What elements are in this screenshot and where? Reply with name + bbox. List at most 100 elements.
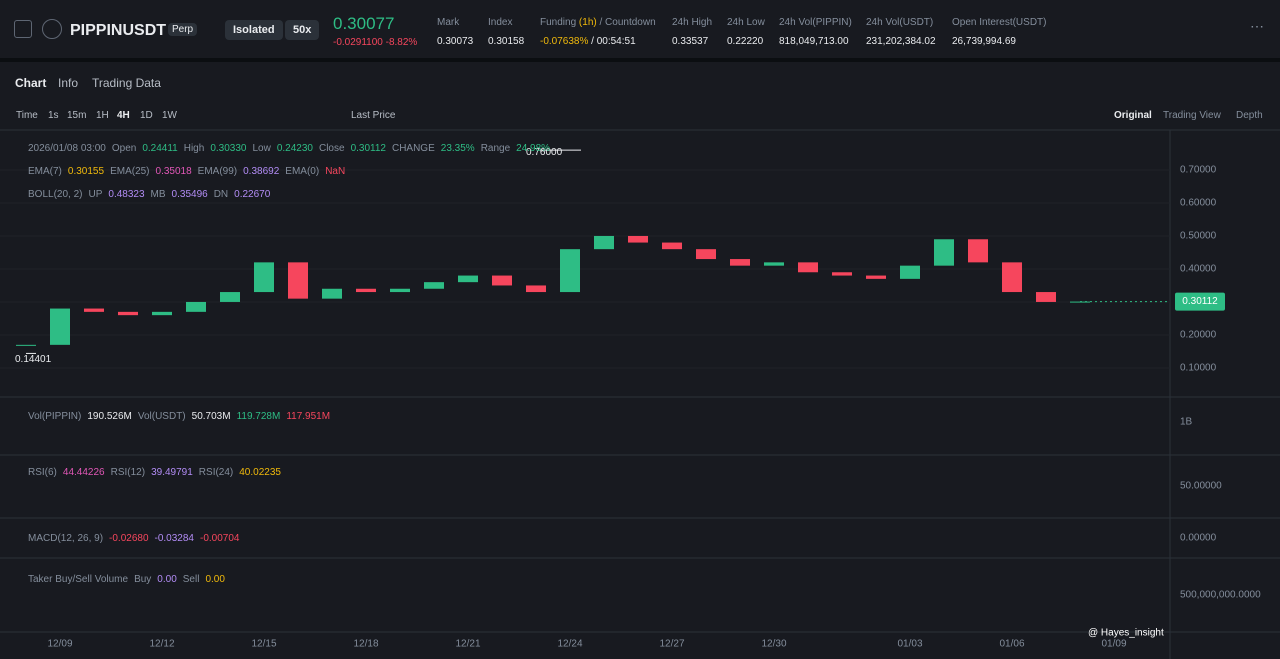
legend-label: Open (111, 143, 137, 154)
interval[interactable]: 4H (117, 110, 130, 121)
candle (560, 249, 580, 293)
x-tick-label: 12/21 (455, 639, 480, 650)
stat-value: 818,049,713.00 (779, 36, 849, 47)
tab[interactable]: Chart (15, 76, 47, 90)
price-mode[interactable]: Last Price (351, 110, 396, 121)
candle (424, 282, 444, 289)
stat-label: 24h Low (727, 17, 765, 28)
legend-label: RSI(12) (110, 467, 146, 478)
legend-value: 190.526M (87, 411, 132, 422)
margin-mode[interactable]: Isolated (225, 20, 283, 40)
legend-value: 44.44226 (62, 467, 105, 478)
legend-label: Low (252, 143, 271, 154)
last-price: 0.30077 (333, 14, 395, 33)
y-tick-label: 0.50000 (1180, 231, 1217, 242)
legend-label: CHANGE (391, 143, 435, 154)
legend-value: 39.49791 (151, 467, 193, 478)
candle (220, 292, 240, 302)
taker-axis-label: 500,000,000.0000 (1180, 590, 1261, 601)
legend-value: 0.35496 (171, 189, 208, 200)
stat-value: 231,202,384.02 (866, 36, 936, 47)
candle (458, 275, 478, 283)
chart-panel: Chart Info Trading Data Time 1s 15m 1H 4H 1D 1W L… (0, 62, 1280, 659)
macd-legend: MACD(12, 26, 9) -0.02680 -0.03284 -0.00704 (28, 528, 245, 546)
more-menu[interactable]: ⋯ (1250, 18, 1264, 34)
candle (322, 288, 342, 299)
view-option[interactable]: Original (1114, 110, 1152, 121)
legend-value: 0.24411 (142, 143, 178, 154)
view-option[interactable]: Trading View (1163, 110, 1221, 121)
y-tick-label: 0.40000 (1180, 264, 1217, 275)
legend-label: Close (318, 143, 345, 154)
candle (152, 311, 172, 316)
stat-label: 24h Vol(USDT) (866, 17, 933, 28)
stat-value-text: 0.33537 (672, 36, 709, 47)
stat-label-text: 24h High (672, 17, 713, 28)
interval[interactable]: 1D (140, 110, 153, 121)
legend-label: MB (150, 189, 166, 200)
stat-value-part: / 00:54:51 (591, 36, 636, 47)
legend-label: EMA(25) (110, 166, 150, 177)
stat-value-text: 0.30158 (488, 36, 525, 47)
x-tick-label: 12/18 (353, 639, 378, 650)
stat-label-text: Mark (437, 17, 460, 28)
taker-legend: Taker Buy/Sell Volume Buy 0.00 Sell 0.00 (28, 569, 231, 587)
legend-label: EMA(99) (197, 166, 238, 177)
x-tick-label: 01/03 (897, 639, 922, 650)
candle (764, 262, 784, 266)
stat-label: 24h Vol(PIPPIN) (779, 17, 852, 28)
legend-value: 0.00 (157, 574, 177, 585)
x-tick-label: 12/12 (149, 639, 174, 650)
stat-label: Open Interest(USDT) (952, 17, 1046, 28)
stat-value-text: 0.22220 (727, 36, 764, 47)
legend-value: -0.03284 (154, 533, 194, 544)
candle (1036, 292, 1056, 302)
candle (900, 265, 920, 279)
candle (934, 239, 954, 266)
legend-value: 0.35018 (155, 166, 192, 177)
y-tick-label: 0.60000 (1180, 198, 1217, 209)
x-tick-label: 01/06 (999, 639, 1024, 650)
interval[interactable]: Time (16, 110, 38, 121)
legend-label: Buy (134, 574, 152, 585)
tab[interactable]: Info (58, 76, 79, 90)
candle (968, 239, 988, 263)
stat-label-text: Funding (540, 17, 577, 28)
stat-value-text: 818,049,713.00 (779, 36, 849, 47)
leverage[interactable]: 50x (285, 20, 320, 40)
interval[interactable]: 1W (162, 110, 177, 121)
legend-label: BOLL(20, 2) (28, 189, 83, 200)
candle (662, 242, 682, 250)
legend-label: DN (213, 189, 229, 200)
last-price-label: 0.30112 (1182, 296, 1218, 307)
boll-legend: BOLL(20, 2) UP 0.48323 MB 0.35496 DN 0.22670 (28, 184, 276, 202)
symbol[interactable]: PIPPINUSDT (70, 22, 167, 39)
interval[interactable]: 1H (96, 110, 109, 121)
interval[interactable]: 15m (67, 110, 87, 121)
view-option[interactable]: Depth (1236, 110, 1263, 121)
vol-axis-label: 1B (1180, 417, 1193, 428)
candle (118, 311, 138, 316)
legend-label: MACD(12, 26, 9) (28, 533, 104, 544)
candle (492, 275, 512, 286)
x-tick-label: 12/09 (47, 639, 72, 650)
legend-value: -0.00704 (200, 533, 240, 544)
stat-value: -0.07638% / 00:54:51 (540, 36, 636, 47)
legend-label: EMA(0) (285, 166, 320, 177)
stat-value-text: 0.30073 (437, 36, 474, 47)
legend-label: High (183, 143, 205, 154)
ema-legend: EMA(7) 0.30155 EMA(25) 0.35018 EMA(99) 0.3869… (28, 161, 351, 179)
candle (628, 235, 648, 243)
legend-value: 0.48323 (108, 189, 145, 200)
candle (356, 288, 376, 293)
favorite-button[interactable] (14, 20, 32, 38)
legend-label: Sell (182, 574, 200, 585)
legend-value: 0.00 (205, 574, 225, 585)
watermark: @ Hayes_insight (1088, 628, 1164, 639)
legend-label: Range (480, 143, 511, 154)
candle (1002, 262, 1022, 293)
legend-label: Taker Buy/Sell Volume (28, 574, 129, 585)
tab[interactable]: Trading Data (92, 76, 161, 90)
candle (390, 288, 410, 293)
interval[interactable]: 1s (48, 110, 59, 121)
